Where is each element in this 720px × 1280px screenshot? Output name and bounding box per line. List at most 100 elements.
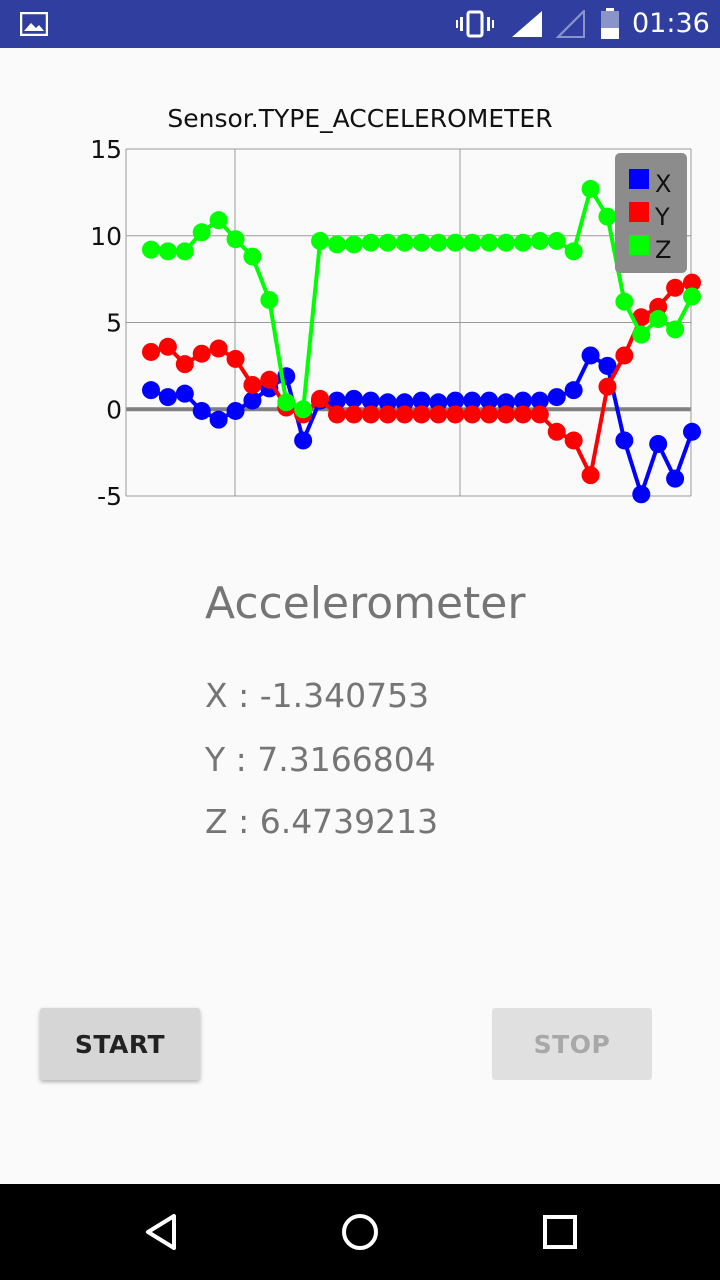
data-point-x	[412, 391, 431, 410]
data-point-y	[395, 405, 414, 424]
recents-icon[interactable]	[540, 1212, 580, 1252]
data-point-z	[598, 207, 617, 226]
data-point-y	[598, 377, 617, 396]
data-point-y	[344, 405, 363, 424]
data-point-y	[226, 349, 245, 368]
data-point-y	[547, 422, 566, 441]
data-point-x	[142, 381, 160, 400]
data-point-z	[412, 233, 431, 252]
status-bar: 01:36	[0, 0, 720, 48]
legend-swatch-x	[629, 169, 649, 189]
data-point-y	[412, 405, 431, 424]
legend-label-z: Z	[655, 236, 671, 264]
data-point-y	[192, 344, 211, 363]
data-point-x	[513, 391, 532, 410]
data-point-z	[480, 233, 499, 252]
data-point-z	[497, 233, 516, 252]
data-point-x	[547, 388, 566, 407]
data-point-y	[497, 405, 516, 424]
z-reading: Z : 6.4739213	[205, 802, 439, 841]
data-point-x	[480, 391, 499, 410]
data-point-z	[209, 211, 228, 230]
data-point-y	[480, 405, 499, 424]
data-point-y	[327, 405, 346, 424]
data-point-y	[378, 405, 397, 424]
data-point-x	[666, 469, 685, 488]
vibrate-icon	[456, 10, 494, 38]
data-point-y	[260, 370, 279, 389]
data-point-x	[158, 388, 177, 407]
data-point-x	[175, 384, 194, 403]
data-point-y	[142, 342, 160, 361]
data-point-y	[175, 355, 194, 374]
data-point-y	[429, 405, 448, 424]
data-point-x	[683, 422, 701, 441]
data-point-y	[463, 405, 482, 424]
data-point-z	[311, 231, 330, 250]
data-point-z	[513, 233, 532, 252]
data-point-z	[361, 233, 380, 252]
data-point-x	[598, 356, 617, 375]
data-point-z	[463, 233, 482, 252]
legend-swatch-y	[629, 202, 649, 222]
data-point-x	[446, 391, 465, 410]
data-point-y	[209, 339, 228, 358]
navigation-bar	[0, 1184, 720, 1280]
data-point-x	[615, 431, 634, 450]
data-point-z	[395, 233, 414, 252]
data-point-y	[683, 273, 701, 292]
y-reading: Y : 7.3166804	[205, 740, 436, 779]
back-icon[interactable]	[140, 1210, 184, 1254]
data-point-x	[530, 391, 549, 410]
data-point-y	[615, 346, 634, 365]
clock: 01:36	[632, 8, 710, 39]
data-point-x	[564, 381, 583, 400]
stop-button[interactable]: STOP	[492, 1008, 652, 1080]
data-point-x	[226, 401, 245, 420]
data-point-y	[446, 405, 465, 424]
x-reading: X : -1.340753	[205, 676, 430, 715]
data-point-x	[581, 346, 600, 365]
data-point-z	[277, 393, 296, 412]
data-point-z	[683, 287, 701, 306]
data-point-y	[530, 405, 549, 424]
y-tick-label: 5	[106, 309, 122, 338]
battery-icon	[601, 8, 619, 39]
data-point-z	[632, 325, 651, 344]
data-point-z	[294, 400, 313, 419]
data-point-z	[243, 247, 262, 266]
data-point-z	[649, 310, 668, 329]
signal-icon	[512, 11, 542, 37]
y-tick-label: 15	[90, 135, 122, 164]
accelerometer-chart: Sensor.TYPE_ACCELEROMETER 15 10 5 0 -5 X Y Z	[0, 48, 720, 548]
data-point-z	[226, 230, 245, 249]
data-point-x	[294, 431, 313, 450]
data-point-z	[344, 235, 363, 254]
data-point-x	[192, 401, 211, 420]
data-point-z	[158, 242, 177, 261]
signal-empty-icon	[556, 10, 585, 38]
data-point-y	[311, 389, 330, 408]
data-point-x	[632, 485, 651, 504]
data-point-z	[446, 233, 465, 252]
data-point-x	[344, 389, 363, 408]
data-point-x	[463, 391, 482, 410]
data-point-z	[175, 242, 194, 261]
data-point-y	[158, 337, 177, 356]
y-tick-label: -5	[97, 482, 122, 511]
data-point-z	[547, 231, 566, 250]
start-button[interactable]: START	[40, 1008, 200, 1080]
data-point-x	[327, 391, 346, 410]
data-point-z	[530, 231, 549, 250]
data-point-x	[243, 391, 262, 410]
data-point-z	[564, 242, 583, 261]
data-point-z	[581, 179, 600, 198]
home-icon[interactable]	[338, 1210, 382, 1254]
legend-swatch-z	[629, 235, 649, 255]
data-point-z	[192, 223, 211, 242]
legend-label-y: Y	[654, 203, 670, 231]
data-point-y	[581, 466, 600, 485]
data-point-z	[327, 235, 346, 254]
y-tick-label: 0	[106, 395, 122, 424]
data-point-y	[564, 431, 583, 450]
